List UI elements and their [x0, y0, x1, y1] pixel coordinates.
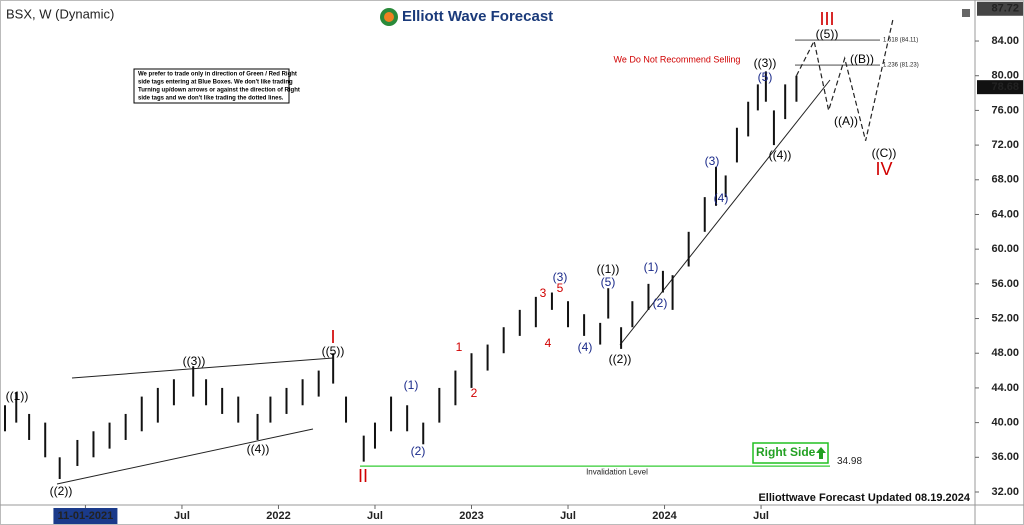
- wave-label: 2: [471, 386, 478, 400]
- note: We prefer to trade only in direction of …: [138, 72, 300, 102]
- wave-label: ((A)): [834, 114, 858, 128]
- trend-line: [619, 79, 831, 346]
- wave-label: (3): [705, 154, 720, 168]
- y-tick-label: 40.00: [991, 417, 1019, 429]
- wave-label: We Do Not Recommend Selling: [614, 54, 741, 64]
- wave-label: ((2)): [50, 484, 73, 498]
- wave-label: II: [358, 466, 368, 486]
- cursor-date-box: [53, 508, 118, 524]
- y-tick-label: 36.00: [991, 451, 1019, 463]
- trend-line: [56, 428, 314, 485]
- y-tick-label: 48.00: [991, 347, 1019, 359]
- wave-label: ((5)): [816, 27, 839, 41]
- wave-label: (5): [758, 70, 773, 84]
- note-line: side tags and we don't like trading the …: [138, 96, 284, 102]
- x-tick-label: Jul: [560, 510, 576, 522]
- x-tick-label: 2023: [459, 510, 483, 522]
- brand: Elliott Wave Forecast: [402, 8, 553, 25]
- trend-line: [71, 357, 334, 379]
- note-line: Turning up/down arrows or against the di…: [138, 88, 300, 94]
- x-tick-label: 2024: [652, 510, 677, 522]
- last-price-box: [977, 80, 1023, 95]
- y-tick-label: 72.00: [991, 139, 1019, 151]
- chart-title: BSX, W (Dynamic): [6, 6, 114, 21]
- x-tick-label: 2022: [266, 510, 290, 522]
- invalidation-value: 34.98: [837, 456, 862, 467]
- logo: Elliott Wave Forecast: [380, 8, 553, 26]
- y-tick-label: 80.00: [991, 70, 1019, 82]
- wave-label: I: [330, 327, 335, 347]
- wave-label: 5: [557, 281, 564, 295]
- fib-label: 1.236 (81.23): [883, 63, 919, 69]
- x-tick-label: 11-01-2021: [58, 510, 114, 522]
- wave-label: ((3)): [183, 354, 206, 368]
- x-tick-label: Jul: [367, 510, 383, 522]
- wave-label: (1): [644, 260, 659, 274]
- wave-label: ((1)): [597, 262, 620, 276]
- top-price: 87.72: [991, 3, 1019, 15]
- y-tick-label: 32.00: [991, 486, 1019, 498]
- wave-label: ((2)): [609, 352, 632, 366]
- wave-label: ((B)): [850, 52, 874, 66]
- wave-label: (4): [714, 191, 729, 205]
- y-tick-label: 44.00: [991, 382, 1019, 394]
- projection-path: [795, 19, 894, 141]
- wave-label: (2): [653, 296, 668, 310]
- y-tick-label: 56.00: [991, 278, 1019, 290]
- y-tick-label: 68.00: [991, 174, 1019, 186]
- fib-label: 1.618 (84.11): [883, 38, 918, 44]
- wave-label: 1: [456, 340, 463, 354]
- wave-label: ((5)): [322, 344, 345, 358]
- wave-label: (2): [411, 444, 426, 458]
- wave-label: 3: [540, 286, 547, 300]
- wave-label: ((C)): [872, 146, 897, 160]
- invalidation-label: Invalidation Level: [586, 467, 648, 476]
- last-price: 78.68: [991, 81, 1019, 93]
- wave-label: (5): [601, 275, 616, 289]
- wave-label: (3): [553, 270, 568, 284]
- right-side-box: [752, 442, 829, 464]
- y-tick-label: 52.00: [991, 312, 1019, 324]
- wave-label: 4: [545, 336, 552, 350]
- menu-icon: [962, 9, 970, 17]
- y-tick-label: 60.00: [991, 243, 1019, 255]
- wave-label: ((1)): [6, 389, 29, 403]
- note-box: [133, 68, 290, 104]
- right-side-label: Right Side: [756, 445, 816, 459]
- y-tick-label: 84.00: [991, 35, 1019, 47]
- wave-label: (1): [404, 378, 419, 392]
- top-price-box: [977, 1, 1023, 16]
- y-tick-label: 76.00: [991, 104, 1019, 116]
- note-line: side tags entering at Blue Boxes. We don…: [138, 80, 293, 86]
- y-tick-label: 64.00: [991, 208, 1019, 220]
- wave-label: III: [819, 9, 834, 29]
- up-arrow-icon: [816, 447, 826, 459]
- note-line: We prefer to trade only in direction of …: [138, 72, 297, 78]
- wave-label: IV: [875, 159, 892, 179]
- wave-label: ((4)): [769, 148, 792, 162]
- footer: Elliottwave Forecast Updated 08.19.2024: [758, 492, 970, 504]
- x-tick-label: Jul: [174, 510, 190, 522]
- x-tick-label: Jul: [753, 510, 769, 522]
- wave-label: ((4)): [247, 442, 270, 456]
- wave-label: ((3)): [754, 56, 777, 70]
- wave-label: (4): [578, 340, 593, 354]
